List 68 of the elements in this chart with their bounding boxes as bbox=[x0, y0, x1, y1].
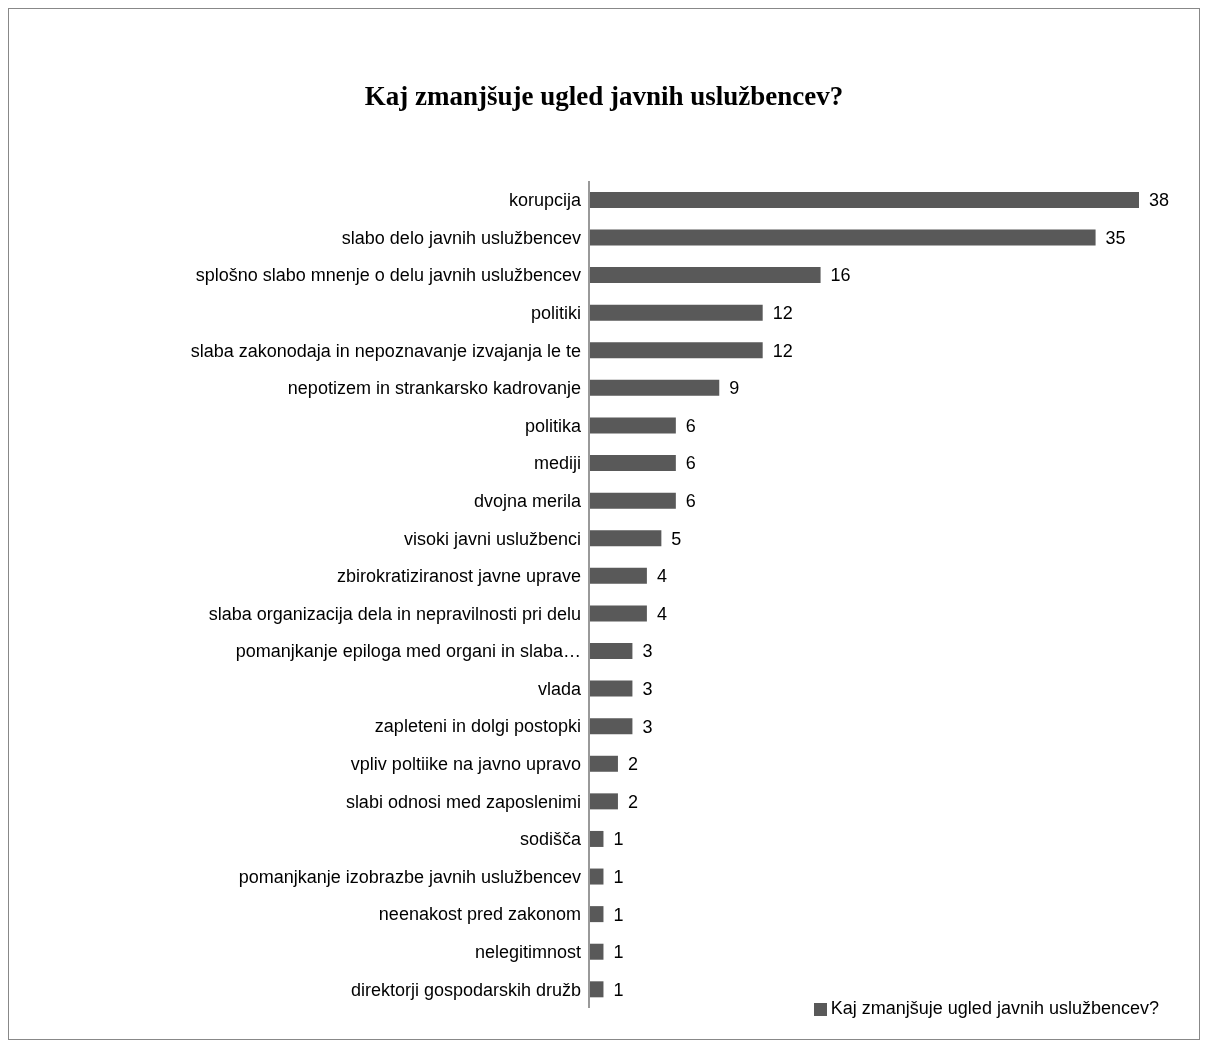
bar bbox=[589, 793, 618, 810]
data-label: 6 bbox=[685, 453, 696, 474]
data-label: 38 bbox=[1149, 190, 1170, 211]
data-label: 2 bbox=[627, 754, 638, 775]
data-label: 12 bbox=[772, 303, 793, 324]
bar bbox=[589, 304, 763, 321]
bar bbox=[589, 605, 647, 622]
data-label: 35 bbox=[1105, 227, 1126, 248]
y-tick-label: dvojna merila bbox=[473, 490, 582, 511]
data-label: 1 bbox=[613, 829, 624, 850]
bar bbox=[589, 718, 633, 735]
data-label: 3 bbox=[642, 678, 653, 699]
y-tick-label: slabo delo javnih uslužbencev bbox=[341, 227, 581, 248]
bar bbox=[589, 680, 633, 697]
y-tick-label: politiki bbox=[530, 302, 581, 323]
y-tick-label: pomanjkanje izobrazbe javnih uslužbencev bbox=[238, 866, 581, 887]
data-label: 3 bbox=[642, 641, 653, 662]
data-label: 9 bbox=[729, 378, 740, 399]
y-tick-label: korupcija bbox=[508, 190, 582, 211]
y-tick-label: visoki javni uslužbenci bbox=[403, 528, 581, 549]
bar bbox=[589, 868, 604, 885]
bar bbox=[589, 530, 662, 547]
bar bbox=[589, 191, 1139, 208]
legend-label: Kaj zmanjšuje ugled javnih uslužbencev? bbox=[830, 998, 1159, 1018]
data-label: 1 bbox=[613, 866, 624, 887]
data-label: 4 bbox=[656, 566, 667, 587]
data-label: 3 bbox=[642, 716, 653, 737]
bar bbox=[589, 229, 1096, 246]
y-tick-label: neenakost pred zakonom bbox=[378, 904, 581, 925]
bar bbox=[589, 830, 604, 847]
data-label: 6 bbox=[685, 491, 696, 512]
data-label: 5 bbox=[671, 528, 682, 549]
bar bbox=[589, 906, 604, 923]
data-label: 4 bbox=[656, 603, 667, 624]
y-tick-label: splošno slabo mnenje o delu javnih uslužbencev bbox=[195, 265, 581, 286]
y-tick-label: slabi odnosi med zaposlenimi bbox=[345, 791, 581, 812]
bar bbox=[589, 981, 604, 998]
bar bbox=[589, 455, 676, 472]
y-tick-label: nepotizem in strankarsko kadrovanje bbox=[287, 378, 581, 399]
y-tick-label: sodišča bbox=[519, 829, 582, 850]
y-tick-label: slaba zakonodaja in nepoznavanje izvajanja le te bbox=[190, 340, 581, 361]
y-tick-label: pomanjkanje epiloga med organi in slaba… bbox=[235, 641, 581, 662]
bar bbox=[589, 492, 676, 509]
bar bbox=[589, 417, 676, 434]
y-tick-label: politika bbox=[524, 415, 582, 436]
data-label: 16 bbox=[830, 265, 851, 286]
y-tick-label: mediji bbox=[533, 453, 581, 474]
data-label: 12 bbox=[772, 340, 793, 361]
y-tick-label: vpliv poltiike na javno upravo bbox=[350, 754, 581, 775]
bar bbox=[589, 642, 633, 659]
bar bbox=[589, 567, 647, 584]
y-tick-label: vlada bbox=[537, 678, 582, 699]
y-tick-label: zbirokratiziranost javne uprave bbox=[336, 566, 581, 587]
data-label: 2 bbox=[627, 791, 638, 812]
data-label: 1 bbox=[613, 904, 624, 925]
y-tick-label: slaba organizacija dela in nepravilnosti pri delu bbox=[208, 603, 581, 624]
data-label: 6 bbox=[685, 415, 696, 436]
y-tick-label: nelegitimnost bbox=[474, 942, 581, 962]
bar bbox=[589, 379, 720, 396]
data-label: 1 bbox=[613, 942, 624, 963]
y-tick-label: zapleteni in dolgi postopki bbox=[374, 716, 581, 737]
bar bbox=[589, 755, 618, 772]
y-tick-label: direktorji gospodarskih družb bbox=[350, 979, 581, 1000]
data-label: 1 bbox=[613, 979, 624, 1000]
bar bbox=[589, 267, 821, 284]
bar bbox=[589, 342, 763, 359]
chart-title: Kaj zmanjšuje ugled javnih uslužbencev? bbox=[363, 81, 845, 112]
bar bbox=[589, 943, 604, 960]
